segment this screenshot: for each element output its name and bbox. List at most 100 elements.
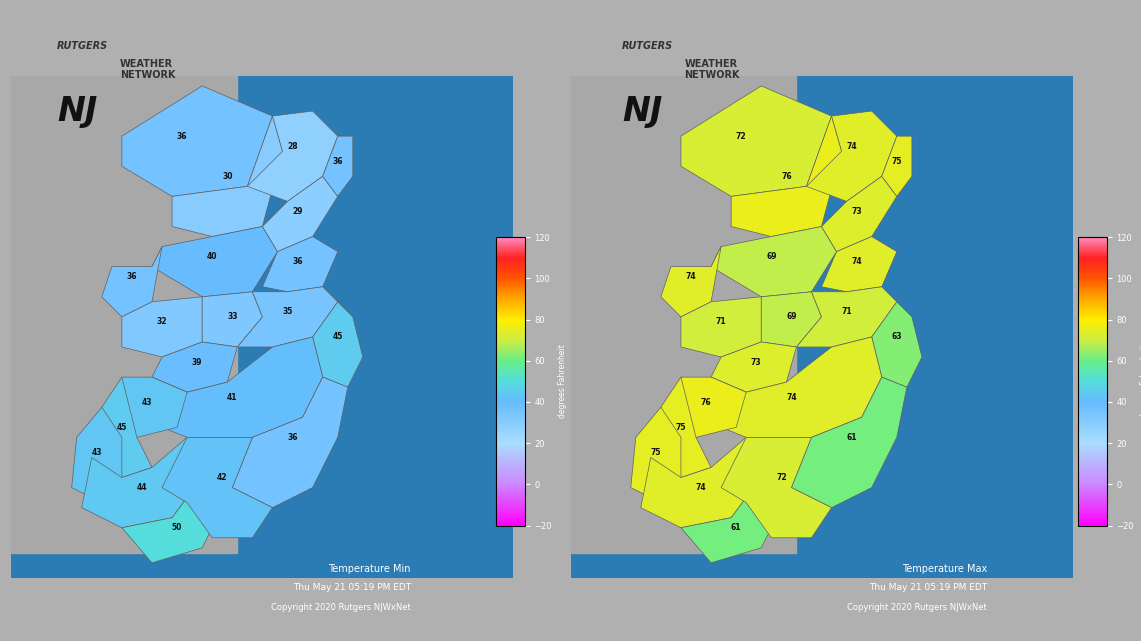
Polygon shape [122, 86, 273, 196]
Text: 61: 61 [847, 433, 857, 442]
Polygon shape [323, 136, 353, 196]
Polygon shape [152, 226, 277, 297]
Text: Thu May 21 05:19 PM EDT: Thu May 21 05:19 PM EDT [292, 583, 411, 592]
Text: 69: 69 [786, 312, 796, 321]
Polygon shape [711, 342, 796, 392]
Polygon shape [681, 297, 761, 357]
Polygon shape [248, 111, 338, 201]
Text: 74: 74 [786, 393, 796, 402]
Text: 42: 42 [217, 473, 227, 482]
Text: 43: 43 [91, 448, 102, 457]
Polygon shape [631, 407, 681, 503]
Text: 61: 61 [731, 523, 742, 532]
Text: NJ: NJ [622, 96, 662, 128]
Text: Temperature Min: Temperature Min [329, 564, 411, 574]
Text: RUTGERS: RUTGERS [622, 41, 673, 51]
Text: 75: 75 [891, 157, 903, 166]
Polygon shape [681, 478, 782, 563]
Text: 74: 74 [696, 483, 706, 492]
Polygon shape [237, 287, 338, 347]
Polygon shape [202, 292, 262, 347]
Text: WEATHER
NETWORK: WEATHER NETWORK [685, 58, 741, 80]
Polygon shape [82, 437, 202, 528]
Text: 32: 32 [156, 317, 168, 326]
Polygon shape [112, 377, 187, 437]
Text: 71: 71 [841, 307, 852, 317]
Text: 76: 76 [701, 397, 711, 407]
Text: 75: 75 [650, 448, 661, 457]
Text: 74: 74 [686, 272, 696, 281]
Polygon shape [72, 407, 122, 503]
Polygon shape [262, 176, 338, 252]
Polygon shape [641, 437, 761, 528]
Text: 71: 71 [715, 317, 727, 326]
Text: 45: 45 [332, 333, 343, 342]
Polygon shape [711, 226, 836, 297]
Text: NJ: NJ [57, 96, 97, 128]
Polygon shape [313, 302, 363, 387]
Polygon shape [671, 377, 746, 437]
Polygon shape [91, 377, 152, 478]
Text: 33: 33 [227, 312, 237, 321]
Text: 36: 36 [292, 257, 302, 266]
Text: 28: 28 [288, 142, 298, 151]
Polygon shape [661, 247, 721, 317]
Bar [570, 76, 796, 553]
Y-axis label: degrees Fahrenheit: degrees Fahrenheit [558, 344, 567, 419]
Text: Temperature Max: Temperature Max [901, 564, 987, 574]
Text: RUTGERS: RUTGERS [57, 41, 108, 51]
Text: Copyright 2020 Rutgers NJWxNet: Copyright 2020 Rutgers NJWxNet [272, 603, 411, 612]
Text: 36: 36 [177, 131, 187, 140]
Text: Copyright 2020 Rutgers NJWxNet: Copyright 2020 Rutgers NJWxNet [848, 603, 987, 612]
Polygon shape [721, 437, 832, 538]
Text: 45: 45 [116, 423, 127, 432]
Polygon shape [882, 136, 912, 196]
Polygon shape [681, 86, 832, 196]
Polygon shape [792, 377, 907, 508]
Polygon shape [262, 237, 338, 292]
Text: 30: 30 [222, 172, 233, 181]
Polygon shape [172, 116, 283, 237]
Text: 73: 73 [851, 207, 861, 216]
Text: 63: 63 [891, 333, 903, 342]
Text: 74: 74 [847, 142, 857, 151]
Polygon shape [822, 176, 897, 252]
Polygon shape [731, 116, 842, 237]
Text: 50: 50 [172, 523, 183, 532]
Text: 40: 40 [207, 252, 218, 261]
Text: 76: 76 [782, 172, 792, 181]
Text: 39: 39 [192, 358, 202, 367]
Text: 73: 73 [751, 358, 761, 367]
Text: 43: 43 [141, 397, 152, 407]
Polygon shape [122, 478, 222, 563]
Text: 35: 35 [282, 307, 293, 317]
Polygon shape [152, 342, 237, 392]
Bar [11, 76, 237, 553]
Text: 44: 44 [137, 483, 147, 492]
Polygon shape [122, 297, 202, 357]
Text: 29: 29 [292, 207, 302, 216]
Text: 72: 72 [776, 473, 786, 482]
Text: 74: 74 [851, 257, 861, 266]
Polygon shape [796, 287, 897, 347]
Text: WEATHER
NETWORK: WEATHER NETWORK [120, 58, 176, 80]
Text: Thu May 21 05:19 PM EDT: Thu May 21 05:19 PM EDT [868, 583, 987, 592]
Polygon shape [162, 437, 273, 538]
Polygon shape [233, 377, 348, 508]
Polygon shape [761, 292, 822, 347]
Polygon shape [102, 247, 162, 317]
Y-axis label: degrees Fahrenheit: degrees Fahrenheit [1140, 344, 1141, 419]
Text: 36: 36 [288, 433, 298, 442]
Text: 36: 36 [332, 157, 343, 166]
Polygon shape [696, 337, 882, 437]
Polygon shape [807, 111, 897, 201]
Polygon shape [137, 337, 323, 437]
Polygon shape [650, 377, 711, 478]
Text: 36: 36 [127, 272, 137, 281]
Text: 41: 41 [227, 393, 237, 402]
Text: 75: 75 [675, 423, 686, 432]
Text: 72: 72 [736, 131, 746, 140]
Text: 69: 69 [766, 252, 777, 261]
Polygon shape [822, 237, 897, 292]
Polygon shape [872, 302, 922, 387]
